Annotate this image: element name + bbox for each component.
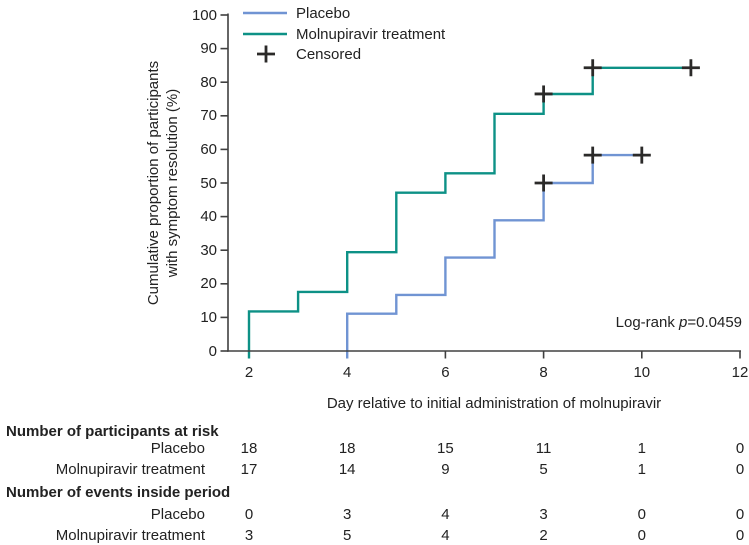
risk-row-label: Placebo — [150, 440, 205, 457]
risk-value-cell: 3 — [244, 527, 254, 544]
risk-row-label: Molnupiravir treatment — [55, 461, 205, 478]
risk-value-cell: 0 — [735, 461, 745, 478]
km-plot-svg — [220, 11, 741, 359]
risk-value-cell: 0 — [735, 506, 745, 523]
risk-value-cell: 14 — [338, 461, 356, 478]
y-tick-label: 70 — [200, 107, 217, 125]
log-rank-p-symbol: p — [679, 314, 688, 331]
risk-value-cell: 0 — [735, 440, 745, 457]
risk-value-cell: 0 — [637, 527, 646, 544]
risk-section-header: Number of events inside period — [6, 484, 231, 501]
risk-row-label: Molnupiravir treatment — [55, 527, 205, 544]
risk-value-cell: 4 — [441, 527, 450, 544]
y-tick-label: 100 — [191, 6, 217, 24]
risk-value-cell: 18 — [240, 440, 258, 457]
legend-label-placebo: Placebo — [296, 5, 351, 22]
risk-value-cell: 0 — [244, 506, 254, 523]
risk-value-cell: 0 — [637, 506, 646, 523]
risk-row-label: Placebo — [150, 506, 205, 523]
legend-label-censored: Censored — [296, 46, 362, 63]
risk-value-cell: 9 — [441, 461, 450, 478]
y-tick-label: 0 — [208, 342, 217, 360]
risk-value-cell: 18 — [338, 440, 356, 457]
legend-label-molnupiravir: Molnupiravir treatment — [296, 26, 446, 43]
x-axis-title: Day relative to initial administration o… — [326, 395, 662, 412]
risk-value-cell: 3 — [343, 506, 352, 523]
risk-value-cell: 1 — [637, 440, 646, 457]
risk-value-cell: 17 — [240, 461, 258, 478]
y-tick-label: 30 — [200, 241, 217, 259]
risk-value-cell: 0 — [735, 527, 745, 544]
molnupiravir-curve — [247, 66, 691, 359]
x-tick-label: 12 — [731, 364, 749, 381]
placebo-curve — [346, 153, 642, 359]
y-tick-label: 90 — [200, 40, 217, 58]
y-tick-label: 80 — [200, 73, 217, 91]
y-tick-label: 40 — [200, 208, 217, 226]
y-axis-title-line1: Cumulative proportion of participants — [145, 60, 162, 306]
x-tick-label: 10 — [633, 364, 651, 381]
risk-value-cell: 15 — [437, 440, 454, 457]
log-rank-prefix: Log-rank — [615, 314, 680, 331]
x-tick-label: 4 — [343, 364, 352, 381]
risk-value-cell: 5 — [539, 461, 548, 478]
y-tick-label: 20 — [200, 275, 217, 293]
y-tick-label: 50 — [200, 174, 217, 192]
risk-section-header: Number of participants at risk — [6, 423, 219, 440]
log-rank-annotation: Log-rank p=0.0459 — [616, 314, 742, 331]
risk-value-cell: 4 — [441, 506, 450, 523]
x-tick-label: 6 — [441, 364, 450, 381]
y-tick-label: 10 — [200, 308, 217, 326]
log-rank-value: =0.0459 — [687, 314, 742, 331]
risk-value-cell: 1 — [637, 461, 646, 478]
x-tick-label: 2 — [244, 364, 254, 381]
risk-value-cell: 3 — [539, 506, 548, 523]
risk-value-cell: 2 — [539, 527, 548, 544]
risk-value-cell: 5 — [343, 527, 352, 544]
y-tick-label: 60 — [200, 140, 217, 158]
x-tick-label: 8 — [539, 364, 548, 381]
risk-value-cell: 11 — [535, 440, 552, 457]
